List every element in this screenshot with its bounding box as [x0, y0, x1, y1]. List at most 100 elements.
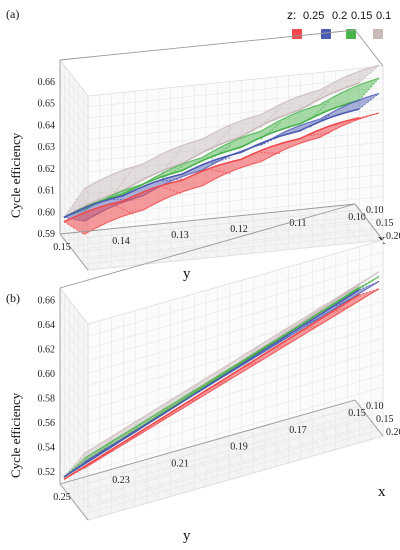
surface-edge-z-0.1 — [63, 82, 360, 219]
panel-a-plot: 0.59 0.60 0.61 0.62 0.63 0.64 0.65 0.66 0.15 0.14… — [38, 29, 400, 272]
surface-rib-z-0.15 — [181, 385, 203, 402]
surface-rib-z-0.25 — [181, 396, 203, 406]
z-tick-label: 0.63 — [38, 142, 56, 153]
surface-rib-z-0.15 — [211, 144, 232, 160]
surface-edge-z-0.15 — [83, 77, 380, 212]
surface-edge-z-0.1 — [83, 64, 380, 190]
grid-line — [87, 218, 384, 249]
surface-rib-z-0.15 — [240, 348, 262, 364]
surface-rib-z-0.25 — [240, 360, 262, 370]
grid-line — [87, 239, 384, 271]
surface-rib-z-0.2 — [93, 443, 114, 459]
legend-label-0.15: 0.15 — [351, 10, 372, 22]
surface-rib-z-0.2 — [211, 371, 232, 384]
y-tick-label: 0.15 — [53, 242, 71, 253]
surface-rib-z-0.1 — [358, 271, 380, 286]
panel-a: (a) 0.59 0.60 0.61 0.62 0.63 0.64 0.65 0.66 0.15… — [6, 7, 400, 282]
legend-swatch-0.15 — [346, 29, 356, 39]
frame-edge — [59, 29, 356, 61]
grid-line — [87, 386, 384, 472]
surface-rib-z-0.15 — [152, 403, 173, 421]
surface-edge-z-0.25 — [83, 112, 380, 235]
surface-rib-z-0.15 — [260, 121, 281, 140]
surface-rib-z-0.1 — [329, 289, 350, 305]
surface-edge-z-0.1 — [83, 271, 380, 455]
y-tick-label: 0.13 — [171, 230, 189, 241]
panel-b-z-axis-title: Cycle efficiency — [8, 392, 23, 478]
surface-edge-z-0.15 — [83, 275, 380, 460]
z-tick-label: 0.59 — [38, 229, 56, 240]
z-tick-label: 0.60 — [38, 207, 56, 218]
surface-rib-z-0.2 — [122, 425, 144, 440]
frame-edge — [59, 203, 356, 235]
surface-rib-z-0.25 — [211, 378, 232, 388]
surface-rib-z-0.2 — [358, 93, 380, 110]
surface-rib-z-0.1 — [63, 188, 85, 218]
z-tick-label: 0.62 — [38, 164, 56, 175]
surface-rib-z-0.1 — [309, 85, 331, 106]
grid-line — [87, 131, 384, 162]
grid-line — [87, 276, 384, 361]
x-tick-label: 0.10 — [366, 401, 384, 412]
z-tick-label: 0.64 — [38, 120, 56, 131]
grid — [59, 239, 384, 521]
legend-title: z: — [287, 8, 296, 22]
surface-rib-z-0.15 — [63, 458, 85, 478]
surface-rib-z-0.1 — [152, 398, 173, 420]
surface-rib-z-0.1 — [161, 147, 183, 173]
legend-label-0.2: 0.2 — [332, 10, 347, 22]
legend-swatch-0.25 — [292, 29, 302, 39]
panel-b-label: (b) — [6, 291, 20, 305]
grid-line — [73, 221, 370, 253]
grid-line — [83, 429, 379, 515]
grid-line — [83, 233, 379, 265]
grid-line — [69, 215, 365, 247]
frame-edge — [59, 203, 356, 289]
y-tick-label: 0.11 — [289, 218, 306, 229]
grid-line — [87, 207, 384, 238]
surface-rib-z-0.2 — [309, 114, 331, 128]
surface-rib-z-0.25 — [112, 204, 134, 215]
grid-line — [64, 405, 360, 491]
surface-rib-z-0.1 — [181, 380, 203, 401]
surface-rib-z-0.15 — [162, 166, 183, 179]
panel-a-label: (a) — [6, 7, 19, 21]
y-tick-label: 0.19 — [230, 442, 248, 453]
surface-rib-z-0.15 — [112, 188, 134, 199]
z-tick-label: 0.52 — [38, 467, 56, 478]
z-tick-label: 0.54 — [38, 442, 56, 453]
legend-swatch-0.2 — [321, 29, 331, 39]
surface-edge-z-0.2 — [63, 108, 360, 219]
surface-z-0.25 — [64, 113, 379, 235]
surface-edge-z-0.25 — [83, 288, 380, 469]
legend: z: 0.25 0.2 0.15 0.1 — [287, 8, 391, 39]
frame-edge — [354, 399, 384, 437]
surface-rib-z-0.25 — [329, 306, 350, 314]
surface-rib-z-0.15 — [329, 294, 350, 307]
grid-line — [87, 228, 384, 260]
y-tick-label: 0.15 — [348, 408, 366, 419]
grid-line — [87, 196, 384, 227]
grid-line — [87, 109, 384, 140]
surface-rib-z-0.15 — [358, 77, 380, 101]
surface-rib-z-0.1 — [63, 453, 85, 478]
z-tick-label: 0.61 — [38, 186, 56, 197]
x-tick-label: 0.10 — [366, 205, 384, 216]
surface-edge-z-0.2 — [83, 280, 380, 463]
surface-rib-z-0.2 — [329, 299, 350, 310]
surface-rib-z-0.25 — [152, 414, 173, 425]
panel-b: (b) 0.52 0.54 0.56 0.58 0.60 0.62 0.64 0.66 0.25… — [6, 203, 400, 544]
surface-rib-z-0.2 — [63, 461, 85, 478]
surface-rib-z-0.25 — [270, 342, 291, 351]
grid-line — [87, 98, 384, 129]
grid-line — [87, 423, 384, 508]
legend-label-0.25: 0.25 — [303, 10, 324, 22]
surface-rib-z-0.1 — [270, 325, 291, 343]
x-tick-label: 0.20 — [386, 231, 400, 242]
surface-edge-z-0.25 — [63, 117, 360, 223]
grid-line — [87, 362, 384, 447]
z-tick-label: 0.60 — [38, 369, 56, 380]
surface-rib-z-0.15 — [270, 330, 291, 345]
surface-rib-z-0.15 — [211, 367, 232, 383]
